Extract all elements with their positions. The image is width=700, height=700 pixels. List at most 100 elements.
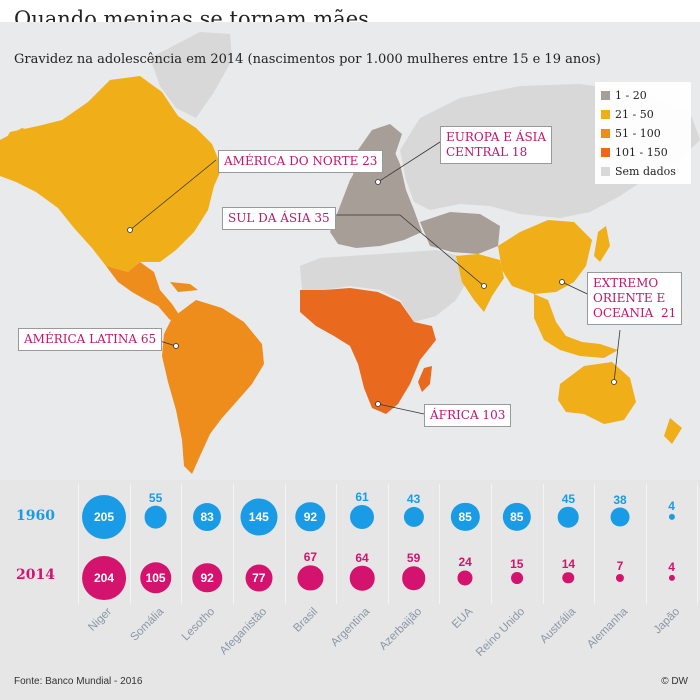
bubble	[610, 507, 630, 527]
subtitle: Gravidez na adolescência em 2014 (nascim…	[14, 52, 601, 67]
grid-line	[336, 484, 338, 604]
connector-africa	[377, 403, 425, 415]
legend-swatch	[601, 91, 610, 100]
bubble-value: 83	[200, 510, 214, 524]
middle-east-shape	[300, 250, 470, 322]
bubble-value: 85	[510, 510, 524, 524]
bubble-value: 45	[561, 491, 576, 506]
bubble	[350, 505, 374, 529]
bubble-value: 55	[148, 490, 163, 505]
legend-swatch	[601, 110, 610, 119]
bubble-value: 14	[561, 557, 576, 572]
callout-far-east-oceania: EXTREMO ORIENTE E OCEANIA 21	[587, 272, 683, 325]
legend-item: Sem dados	[601, 162, 685, 181]
bubble	[668, 574, 675, 582]
grid-line	[181, 484, 183, 604]
bubble	[510, 572, 523, 584]
marker-far-east	[559, 279, 565, 285]
bubble	[144, 505, 167, 529]
bubble-value: 205	[93, 510, 115, 524]
bubble-value: 105	[145, 571, 166, 585]
legend-swatch	[601, 129, 610, 138]
bubble	[502, 502, 531, 532]
bubble-value: 15	[510, 557, 524, 572]
connector-north-america	[129, 159, 217, 231]
central-america-shape	[106, 262, 180, 320]
legend-item: 1 - 20	[601, 86, 685, 105]
bubble	[558, 506, 579, 528]
grid-line	[233, 484, 234, 604]
row-label-1960: 1960	[16, 508, 55, 524]
callout-south-asia: SUL DA ÁSIA 35	[222, 207, 336, 230]
connector-europe	[377, 141, 441, 183]
australia-shape	[558, 362, 636, 424]
bubble-value: 4	[668, 498, 675, 513]
bubble-value: 92	[200, 571, 214, 585]
caribbean-shape	[170, 282, 198, 292]
bubble	[668, 513, 675, 521]
bubble	[139, 562, 172, 594]
bubble-value: 204	[93, 571, 115, 585]
grid-line	[387, 484, 389, 604]
connector-oceania	[613, 329, 621, 383]
bubble	[457, 570, 473, 586]
grid-line	[439, 484, 441, 604]
bubble	[245, 564, 273, 592]
north-america-shape	[0, 76, 222, 272]
row-label-2014: 2014	[16, 567, 55, 583]
marker-north-america	[127, 227, 133, 233]
bubble	[295, 502, 326, 532]
europe-shape	[330, 146, 422, 248]
marker-latin-america	[173, 343, 179, 349]
bubble-value: 77	[252, 571, 266, 585]
world-map	[0, 22, 700, 480]
bubble	[82, 495, 126, 539]
connector-south-asia-2	[399, 214, 485, 287]
bubble-value: 59	[406, 551, 421, 566]
madagascar-shape	[418, 366, 432, 392]
south-america-shape	[162, 300, 264, 474]
legend-item: 101 - 150	[601, 143, 685, 162]
bubble	[562, 572, 575, 584]
marker-europe	[375, 179, 381, 185]
southeast-asia-shape	[534, 294, 618, 358]
africa-shape	[300, 288, 436, 414]
grid-line	[284, 484, 286, 604]
bubble	[349, 565, 375, 591]
bubble-value: 85	[458, 510, 472, 524]
grid-line	[542, 484, 544, 604]
bubble	[297, 565, 323, 591]
bubble-value: 7	[616, 558, 624, 573]
central-asia-shape	[420, 212, 500, 254]
legend-swatch	[601, 167, 610, 176]
greenland-shape	[150, 32, 232, 118]
bubble-value: 61	[355, 489, 369, 504]
grid-line	[594, 484, 596, 604]
bubble-value: 67	[303, 550, 318, 565]
marker-africa	[375, 401, 381, 407]
bubble-value: 92	[303, 510, 318, 524]
legend-swatch	[601, 148, 610, 157]
bubble	[193, 503, 222, 531]
bubble	[192, 563, 222, 593]
grid-line	[78, 484, 80, 604]
callout-latin-america: AMÉRICA LATINA 65	[18, 328, 163, 351]
bubble	[451, 502, 480, 532]
east-asia-shape	[498, 220, 592, 294]
bubble-value: 43	[406, 491, 421, 506]
marker-south-asia	[481, 283, 487, 289]
bubble	[240, 498, 278, 536]
alaska-shape	[0, 128, 40, 168]
japan-shape	[594, 226, 610, 262]
legend-item: 21 - 50	[601, 105, 685, 124]
credit: © DW	[661, 676, 688, 687]
callout-africa: ÁFRICA 103	[424, 404, 512, 427]
bubble	[82, 556, 126, 600]
bubble-value: 38	[613, 492, 627, 507]
bubble-value: 145	[248, 510, 269, 524]
marker-oceania	[611, 379, 617, 385]
bubble-value: 64	[355, 550, 369, 565]
callout-north-america: AMÉRICA DO NORTE 23	[218, 150, 384, 173]
bubble	[403, 506, 424, 528]
bubble-value: 4	[668, 559, 675, 574]
